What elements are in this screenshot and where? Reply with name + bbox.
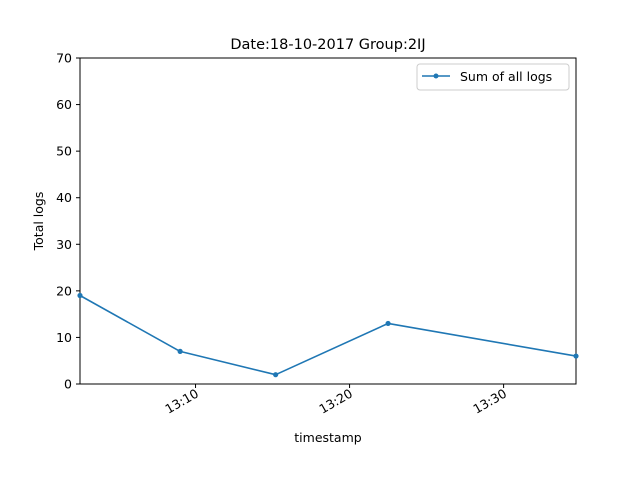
y-tick-label: 60	[56, 97, 72, 112]
y-tick-label: 50	[56, 144, 72, 159]
data-point	[573, 353, 579, 359]
series-line	[79, 294, 577, 376]
x-tick-label: 13:10	[162, 386, 201, 417]
x-axis-label: timestamp	[294, 430, 361, 445]
y-tick-label: 10	[56, 330, 72, 345]
data-point	[177, 348, 183, 354]
legend-marker-swatch	[433, 73, 439, 79]
y-tick-label: 0	[64, 377, 72, 392]
y-axis-label: Total logs	[31, 192, 46, 252]
legend: Sum of all logs	[416, 63, 570, 91]
legend-box	[416, 63, 570, 91]
data-point	[273, 372, 279, 378]
y-tick-label: 70	[56, 51, 72, 66]
y-tick-label: 40	[56, 190, 72, 205]
x-tick-label: 13:30	[470, 386, 509, 417]
y-tick-label: 30	[56, 237, 72, 252]
data-point	[77, 292, 83, 299]
plot-area: 0 10 20 30 40 50 60 70 13:10 13:20 13:30	[56, 51, 579, 417]
x-tick-label: 13:20	[316, 386, 355, 417]
data-point	[385, 320, 391, 327]
y-tick-label: 20	[56, 283, 72, 298]
axes-frame	[79, 57, 577, 385]
chart-title: Date:18-10-2017 Group:2IJ	[230, 37, 425, 53]
legend-entry-label: Sum of all logs	[460, 69, 552, 84]
